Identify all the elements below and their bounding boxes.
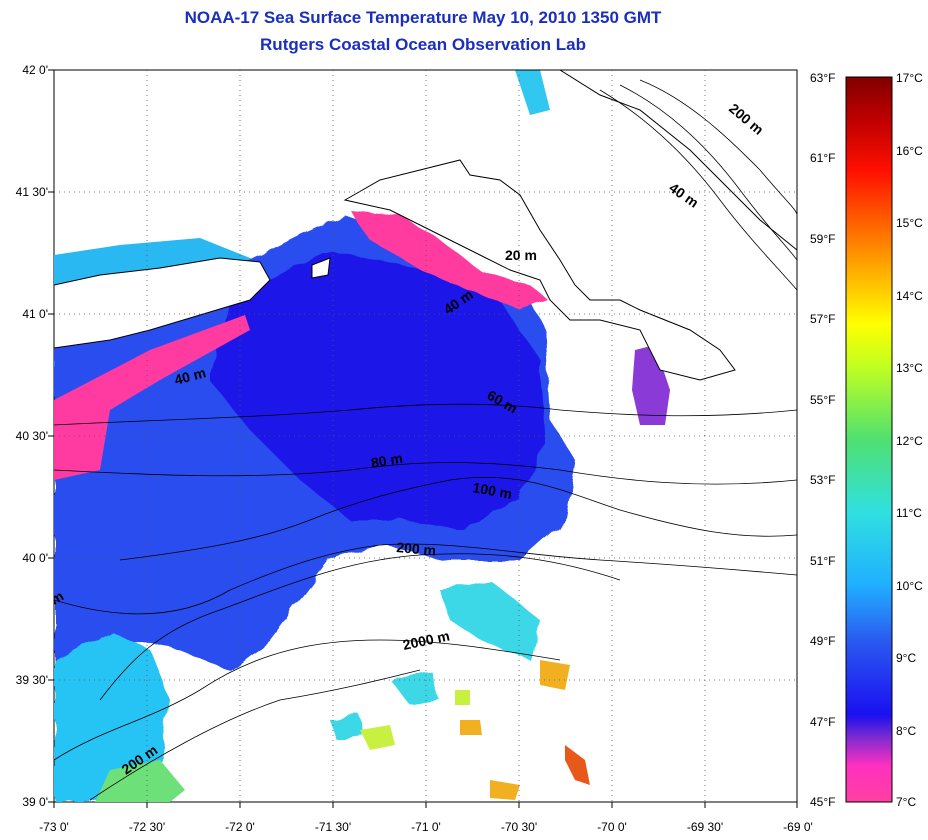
lat-label: 39 0'	[22, 795, 48, 809]
lat-label: 41 30'	[15, 185, 48, 199]
colorbar-c-label: 15°C	[896, 216, 923, 230]
contour-labels: 200 m 40 m 20 m 40 m 40 m 60 m 80 m 100 …	[54, 100, 767, 777]
lon-label: -69 0'	[783, 820, 813, 834]
colorbar-c-label: 11°C	[896, 506, 922, 520]
red-orange-patch	[565, 745, 590, 785]
colorbar-c-label: 16°C	[896, 144, 923, 158]
colorbar-f-label: 61°F	[810, 151, 836, 165]
colorbar-c-label: 13°C	[896, 361, 923, 375]
lon-label: -73 0'	[39, 820, 69, 834]
pink-nearshore-band	[350, 210, 548, 310]
lon-label: -72 30'	[128, 820, 166, 834]
map-subtitle: Rutgers Coastal Ocean Observation Lab	[260, 35, 586, 54]
deep-blue-core	[210, 250, 545, 530]
colorbar-c-label: 8°C	[896, 724, 917, 738]
colorbar-f-label: 45°F	[810, 795, 836, 809]
green-southwest-patch	[95, 760, 185, 802]
colorbar-f-label: 53°F	[810, 473, 836, 487]
lat-label: 41 0'	[22, 307, 48, 321]
lon-label: -71 30'	[314, 820, 352, 834]
orange-patch	[460, 660, 570, 800]
colorbar-c-label: 9°C	[896, 651, 917, 665]
lat-label: 40 0'	[22, 551, 48, 565]
sst-field: 200 m 40 m 20 m 40 m 40 m 60 m 80 m 100 …	[54, 70, 797, 802]
colorbar-f-label: 49°F	[810, 634, 836, 648]
contour-label: 80 m	[370, 450, 404, 471]
lon-label: -71 0'	[411, 820, 441, 834]
colorbar-f-label: 55°F	[810, 393, 836, 407]
yellow-patch	[360, 690, 470, 750]
colorbar	[845, 76, 893, 803]
contour-label: 100 m	[471, 479, 513, 502]
lon-label: -72 0'	[225, 820, 255, 834]
colorbar-c-label: 7°C	[896, 795, 917, 809]
colorbar-c-label: 17°C	[896, 71, 923, 85]
colorbar-f-label: 47°F	[810, 715, 836, 729]
colorbar-f-label: 59°F	[810, 232, 836, 246]
lat-label: 42 0'	[22, 63, 48, 77]
contour-label: 200 m	[396, 539, 437, 558]
colorbar-c-label: 14°C	[896, 289, 923, 303]
contour-label: 40 m	[173, 364, 208, 388]
lon-label: -70 30'	[500, 820, 538, 834]
axis-ticks	[48, 69, 798, 808]
colorbar-f-label: 63°F	[810, 71, 836, 85]
cyan-offshore-patches	[330, 580, 540, 740]
cyan-north-patch	[515, 70, 550, 115]
bathymetry-contours	[54, 79, 797, 801]
lon-label: -70 0'	[597, 820, 627, 834]
lon-label: -69 30'	[686, 820, 724, 834]
island	[311, 257, 331, 279]
lat-label: 39 30'	[15, 673, 48, 687]
cyan-southwest-region	[54, 630, 170, 802]
colorbar-c-label: 12°C	[896, 434, 923, 448]
contour-label: 20 m	[505, 247, 537, 263]
lat-label: 40 30'	[15, 429, 48, 443]
map-title: NOAA-17 Sea Surface Temperature May 10, …	[184, 8, 662, 27]
pink-coastal-band	[54, 315, 250, 480]
colorbar-c-label: 10°C	[896, 579, 923, 593]
colorbar-f-label: 51°F	[810, 554, 836, 568]
graticule	[54, 70, 797, 802]
colorbar-f-label: 57°F	[810, 312, 836, 326]
